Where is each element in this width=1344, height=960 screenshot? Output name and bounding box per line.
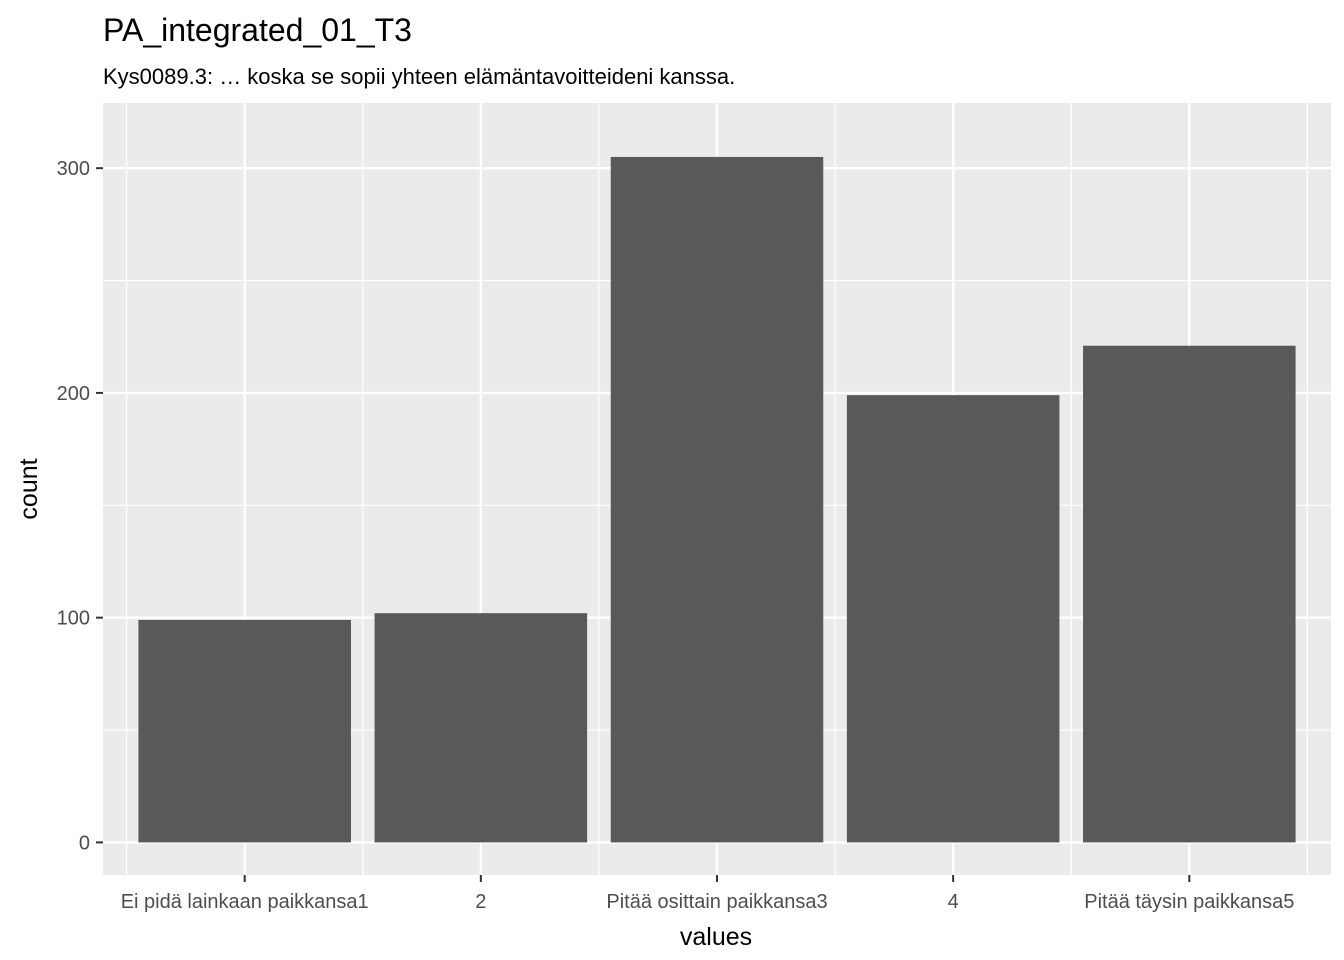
y-tick-label: 200 bbox=[57, 383, 90, 405]
bars bbox=[138, 156, 1296, 843]
y-tick-label: 300 bbox=[57, 158, 90, 180]
y-tick-label: 100 bbox=[57, 608, 90, 630]
chart-subtitle: Kys0089.3: … koska se sopii yhteen elämä… bbox=[103, 64, 735, 89]
x-tick-label: Pitää osittain paikkansa3 bbox=[606, 891, 827, 913]
x-axis-title: values bbox=[680, 923, 752, 951]
bar bbox=[138, 619, 351, 843]
x-axis: Ei pidä lainkaan paikkansa1 2 Pitää ositta… bbox=[121, 875, 1294, 913]
y-tick-label: 0 bbox=[79, 832, 90, 854]
bar bbox=[610, 156, 824, 843]
x-tick-label: 2 bbox=[475, 891, 486, 913]
y-axis-title: count bbox=[15, 458, 43, 519]
x-tick-label: Pitää täysin paikkansa5 bbox=[1084, 891, 1294, 913]
x-tick-label: 4 bbox=[948, 891, 959, 913]
bar bbox=[1083, 345, 1296, 843]
bar bbox=[374, 613, 588, 843]
x-tick-label: Ei pidä lainkaan paikkansa1 bbox=[121, 891, 369, 913]
bar bbox=[846, 395, 1060, 843]
chart-title: PA_integrated_01_T3 bbox=[103, 12, 412, 48]
y-axis: 0 100 200 300 bbox=[57, 158, 103, 854]
